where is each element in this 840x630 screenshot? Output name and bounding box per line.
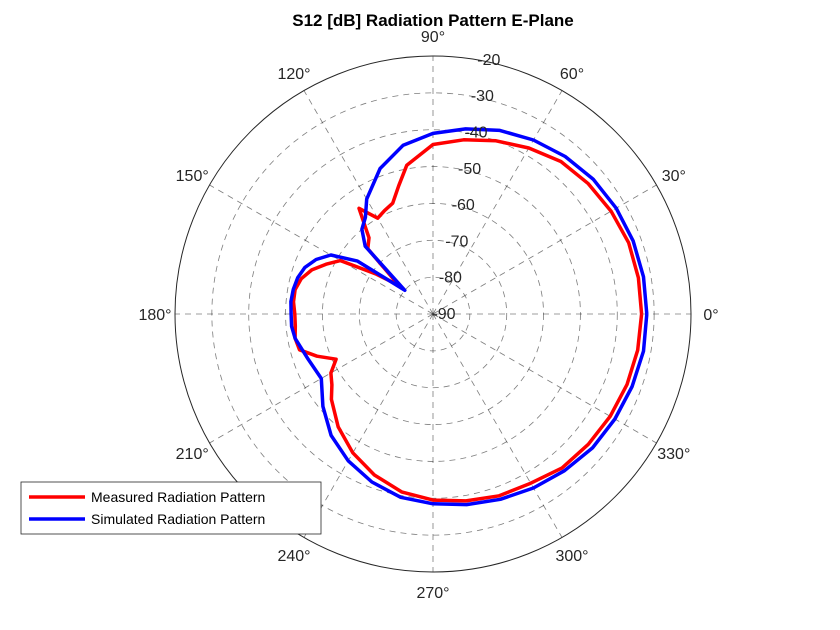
theta-tick-label: 30° [662,168,686,185]
grid-spoke [209,184,434,315]
series-line-measured [291,138,644,503]
polar-grid [174,55,692,573]
r-tick-label: -60 [452,197,475,214]
theta-tick-label: 120° [277,66,310,83]
grid-ring [358,239,508,389]
grid-spoke [303,90,434,315]
legend: Measured Radiation Pattern Simulated Radi… [20,481,322,535]
grid-spoke [303,313,434,538]
legend-entry: Measured Radiation Pattern [91,489,265,505]
r-tick-label: -80 [439,270,462,287]
series-line-simulated [289,127,649,507]
r-tick-label: -30 [471,88,494,105]
theta-tick-label: 210° [176,446,209,463]
theta-tick-label: 0° [703,307,718,324]
series-layer [289,127,649,507]
r-tick-label: -20 [477,52,500,69]
grid-ring [248,129,618,499]
theta-tick-label: 240° [277,548,310,565]
chart-title: S12 [dB] Radiation Pattern E-Plane [292,11,574,30]
grid-spoke [432,313,563,538]
legend-entry: Simulated Radiation Pattern [91,511,265,527]
theta-tick-label: 60° [560,66,584,83]
legend-box [20,481,322,535]
r-tick-label: -50 [458,161,481,178]
r-tick-label: -70 [445,233,468,250]
grid-spoke [209,313,434,444]
theta-tick-label: 300° [555,548,588,565]
tick-labels: 0° 30° 60° 90° 120° 150° 180° 210° 240° 270° 300° 3… [138,29,718,602]
polar-boundary [174,55,692,573]
theta-tick-label: 180° [138,307,171,324]
theta-tick-label: 270° [416,585,449,602]
r-tick-label: -90 [432,306,455,323]
grid-spoke [432,90,563,315]
r-tick-label: -40 [464,125,487,142]
theta-tick-label: 330° [657,446,690,463]
theta-tick-label: 150° [176,168,209,185]
theta-tick-label: 90° [421,29,445,46]
grid-spoke [432,313,657,444]
